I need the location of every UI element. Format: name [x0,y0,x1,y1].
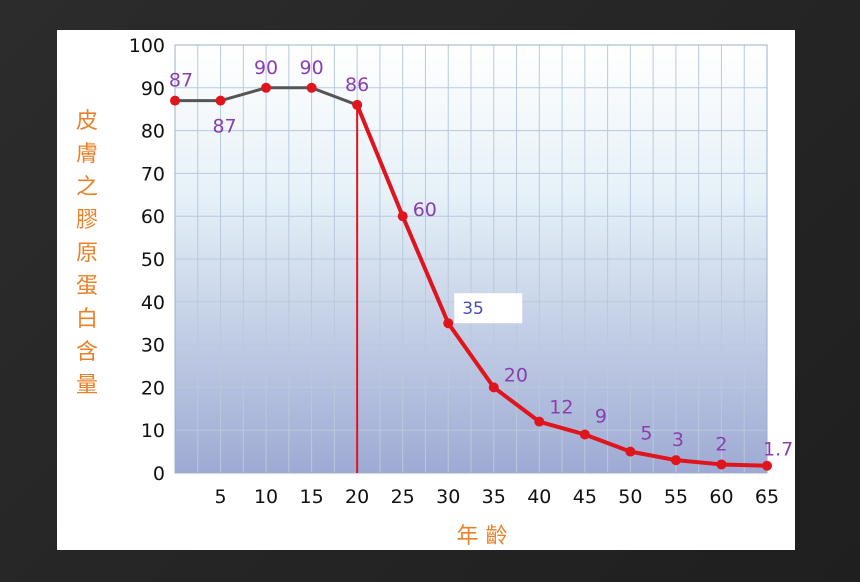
data-points [170,82,772,471]
y-tick-label: 30 [141,335,165,357]
y-tick-label: 90 [141,78,165,100]
x-tick-label: 35 [482,486,506,508]
y-axis-title-char: 膠 [76,208,98,233]
data-point [443,318,454,329]
data-label: 12 [549,397,573,419]
data-label: 87 [212,116,236,138]
data-point [170,95,180,106]
data-point [261,82,272,93]
data-point [352,99,363,110]
data-label: 90 [254,57,278,79]
data-label: 86 [345,74,369,96]
y-axis-title-char: 蛋 [76,274,98,299]
data-point [579,429,590,440]
y-axis-title-char: 量 [76,373,98,398]
gridlines [174,44,768,474]
series-line [355,104,768,468]
x-tick-label: 60 [709,486,733,508]
data-point [215,95,226,106]
x-tick-label: 15 [300,486,324,508]
y-tick-label: 80 [141,121,165,143]
y-axis-title-char: 皮 [76,109,98,134]
x-tick-label: 45 [573,486,597,508]
data-labels: 87 87 90 90 86 60 35 20 12 9 5 3 2 1.7 [169,57,793,461]
plot-border [174,44,768,474]
data-label: 87 [169,70,193,92]
y-tick-label: 10 [141,420,165,442]
y-axis-title-char: 之 [76,175,98,200]
y-tick-label: 70 [141,163,165,185]
y-tick-label: 40 [141,292,165,314]
data-label: 2 [715,433,727,455]
y-tick-label: 20 [141,377,165,399]
y-tick-label: 50 [141,249,165,271]
x-axis-title: 年 齡 [457,524,508,549]
label-box [454,293,523,324]
x-tick-label: 10 [254,486,278,508]
x-tick-label: 20 [345,486,369,508]
data-point [716,459,727,470]
data-label: 60 [413,199,437,221]
data-label: 90 [300,57,324,79]
data-label: 35 [462,299,484,319]
x-tick-label: 5 [214,486,226,508]
x-tick-labels: 5 10 15 20 25 30 35 40 45 50 55 60 65 [214,486,779,508]
data-label: 20 [504,364,528,386]
data-point [534,416,545,427]
data-point [625,446,636,457]
x-tick-label: 50 [618,486,642,508]
data-label: 1.7 [763,439,793,461]
data-point [488,382,499,393]
data-point [762,460,772,471]
y-tick-label: 60 [141,206,165,228]
y-axis-title-char: 原 [76,241,98,266]
y-axis-title-char: 白 [76,307,98,332]
data-label: 5 [640,423,652,445]
y-tick-labels: 0 10 20 30 40 50 60 70 80 90 100 [129,35,165,485]
y-axis-title-char: 膚 [76,142,98,167]
data-point [306,82,317,93]
data-point [397,211,408,222]
y-axis-title-char: 含 [76,340,98,365]
y-tick-label: 0 [153,463,165,485]
x-tick-label: 40 [527,486,551,508]
y-tick-label: 100 [129,35,165,57]
x-tick-label: 65 [755,486,779,508]
chart-card: 0 10 20 30 40 50 60 70 80 90 100 5 10 15 20 25 30 35 40 45… [57,30,795,550]
data-label: 3 [672,429,684,451]
data-label: 9 [595,405,607,427]
data-point [670,455,681,466]
x-tick-label: 30 [436,486,460,508]
x-tick-label: 55 [664,486,688,508]
x-tick-label: 25 [391,486,415,508]
